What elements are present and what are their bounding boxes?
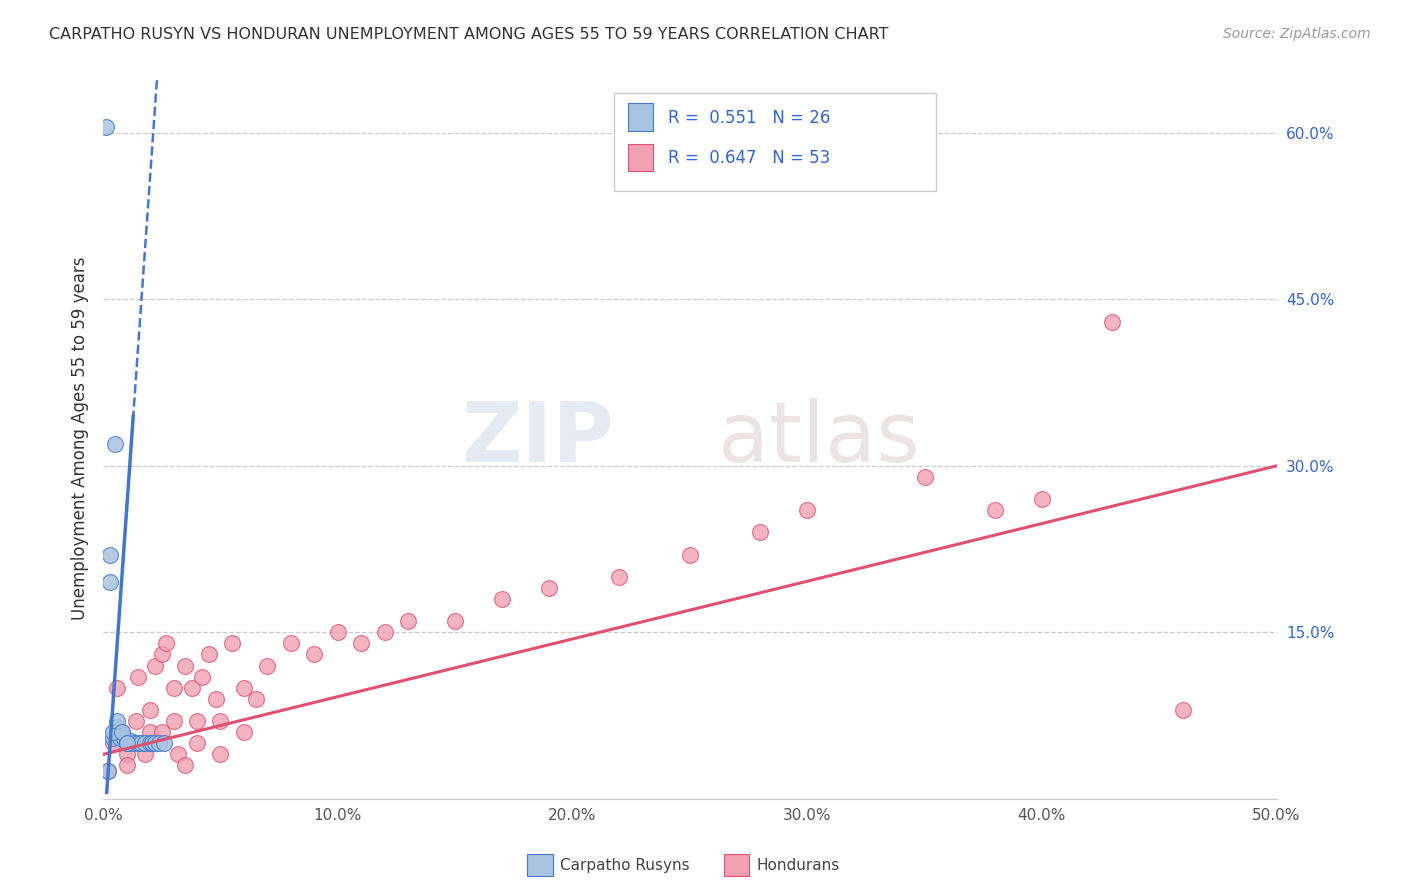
Bar bbox=[627, 103, 654, 131]
Bar bbox=[627, 144, 654, 171]
Point bbox=[167, 747, 190, 762]
Text: R =  0.647   N = 53: R = 0.647 N = 53 bbox=[668, 149, 830, 167]
Point bbox=[115, 736, 138, 750]
Point bbox=[280, 636, 302, 650]
Point bbox=[150, 725, 173, 739]
Text: ZIP: ZIP bbox=[461, 398, 613, 479]
Point bbox=[186, 736, 208, 750]
Point bbox=[139, 725, 162, 739]
Point bbox=[984, 503, 1007, 517]
Text: Hondurans: Hondurans bbox=[756, 858, 839, 872]
Point bbox=[444, 614, 467, 628]
Point bbox=[221, 636, 243, 650]
Point bbox=[155, 636, 177, 650]
Point bbox=[115, 736, 138, 750]
Point bbox=[129, 736, 152, 750]
Point bbox=[108, 731, 131, 745]
Point bbox=[105, 720, 128, 734]
Y-axis label: Unemployment Among Ages 55 to 59 years: Unemployment Among Ages 55 to 59 years bbox=[72, 256, 89, 620]
Point bbox=[111, 725, 134, 739]
Point bbox=[749, 525, 772, 540]
Point bbox=[105, 681, 128, 695]
Point bbox=[98, 548, 121, 562]
Point bbox=[101, 731, 124, 745]
Point bbox=[491, 592, 513, 607]
Point bbox=[125, 714, 148, 728]
Point bbox=[174, 658, 197, 673]
Point bbox=[204, 692, 226, 706]
Point bbox=[232, 681, 254, 695]
Point bbox=[141, 736, 163, 750]
Point bbox=[134, 747, 156, 762]
Point bbox=[245, 692, 267, 706]
Point bbox=[139, 736, 162, 750]
Point bbox=[134, 736, 156, 750]
Point bbox=[98, 575, 121, 590]
Point bbox=[111, 731, 134, 745]
Text: Source: ZipAtlas.com: Source: ZipAtlas.com bbox=[1223, 27, 1371, 41]
Point bbox=[150, 648, 173, 662]
Point bbox=[139, 703, 162, 717]
Point bbox=[105, 714, 128, 728]
Point bbox=[120, 736, 142, 750]
Text: Carpatho Rusyns: Carpatho Rusyns bbox=[560, 858, 689, 872]
Point bbox=[129, 736, 152, 750]
Point bbox=[190, 670, 212, 684]
Point bbox=[94, 120, 117, 135]
Point bbox=[537, 581, 560, 595]
Point bbox=[304, 648, 326, 662]
Point bbox=[112, 731, 135, 745]
Text: CARPATHO RUSYN VS HONDURAN UNEMPLOYMENT AMONG AGES 55 TO 59 YEARS CORRELATION CH: CARPATHO RUSYN VS HONDURAN UNEMPLOYMENT … bbox=[49, 27, 889, 42]
Point bbox=[209, 714, 232, 728]
Point bbox=[232, 725, 254, 739]
Point bbox=[115, 747, 138, 762]
Point bbox=[256, 658, 278, 673]
Point bbox=[115, 758, 138, 772]
Point bbox=[97, 764, 120, 778]
Point bbox=[101, 736, 124, 750]
Point bbox=[101, 725, 124, 739]
Point bbox=[1171, 703, 1194, 717]
Point bbox=[111, 725, 134, 739]
Point bbox=[326, 625, 349, 640]
Point bbox=[174, 758, 197, 772]
Point bbox=[1031, 492, 1053, 507]
Point bbox=[186, 714, 208, 728]
Point bbox=[120, 734, 142, 748]
Text: atlas: atlas bbox=[718, 398, 920, 479]
Point bbox=[679, 548, 702, 562]
Point bbox=[97, 764, 120, 778]
Point bbox=[181, 681, 204, 695]
Point bbox=[127, 670, 149, 684]
Point bbox=[127, 736, 149, 750]
Point bbox=[153, 736, 176, 750]
Point bbox=[396, 614, 419, 628]
Point bbox=[796, 503, 818, 517]
Point bbox=[122, 736, 145, 750]
Point bbox=[162, 681, 184, 695]
Point bbox=[609, 570, 631, 584]
Point bbox=[350, 636, 373, 650]
Point bbox=[162, 714, 184, 728]
Point bbox=[1101, 315, 1123, 329]
Point bbox=[374, 625, 396, 640]
FancyBboxPatch shape bbox=[613, 94, 936, 191]
Point bbox=[209, 747, 232, 762]
Point bbox=[104, 436, 127, 450]
Point bbox=[143, 658, 166, 673]
Point bbox=[914, 470, 936, 484]
Point bbox=[118, 736, 141, 750]
Text: R =  0.551   N = 26: R = 0.551 N = 26 bbox=[668, 109, 830, 127]
Point bbox=[143, 736, 166, 750]
Point bbox=[148, 736, 170, 750]
Point bbox=[197, 648, 219, 662]
